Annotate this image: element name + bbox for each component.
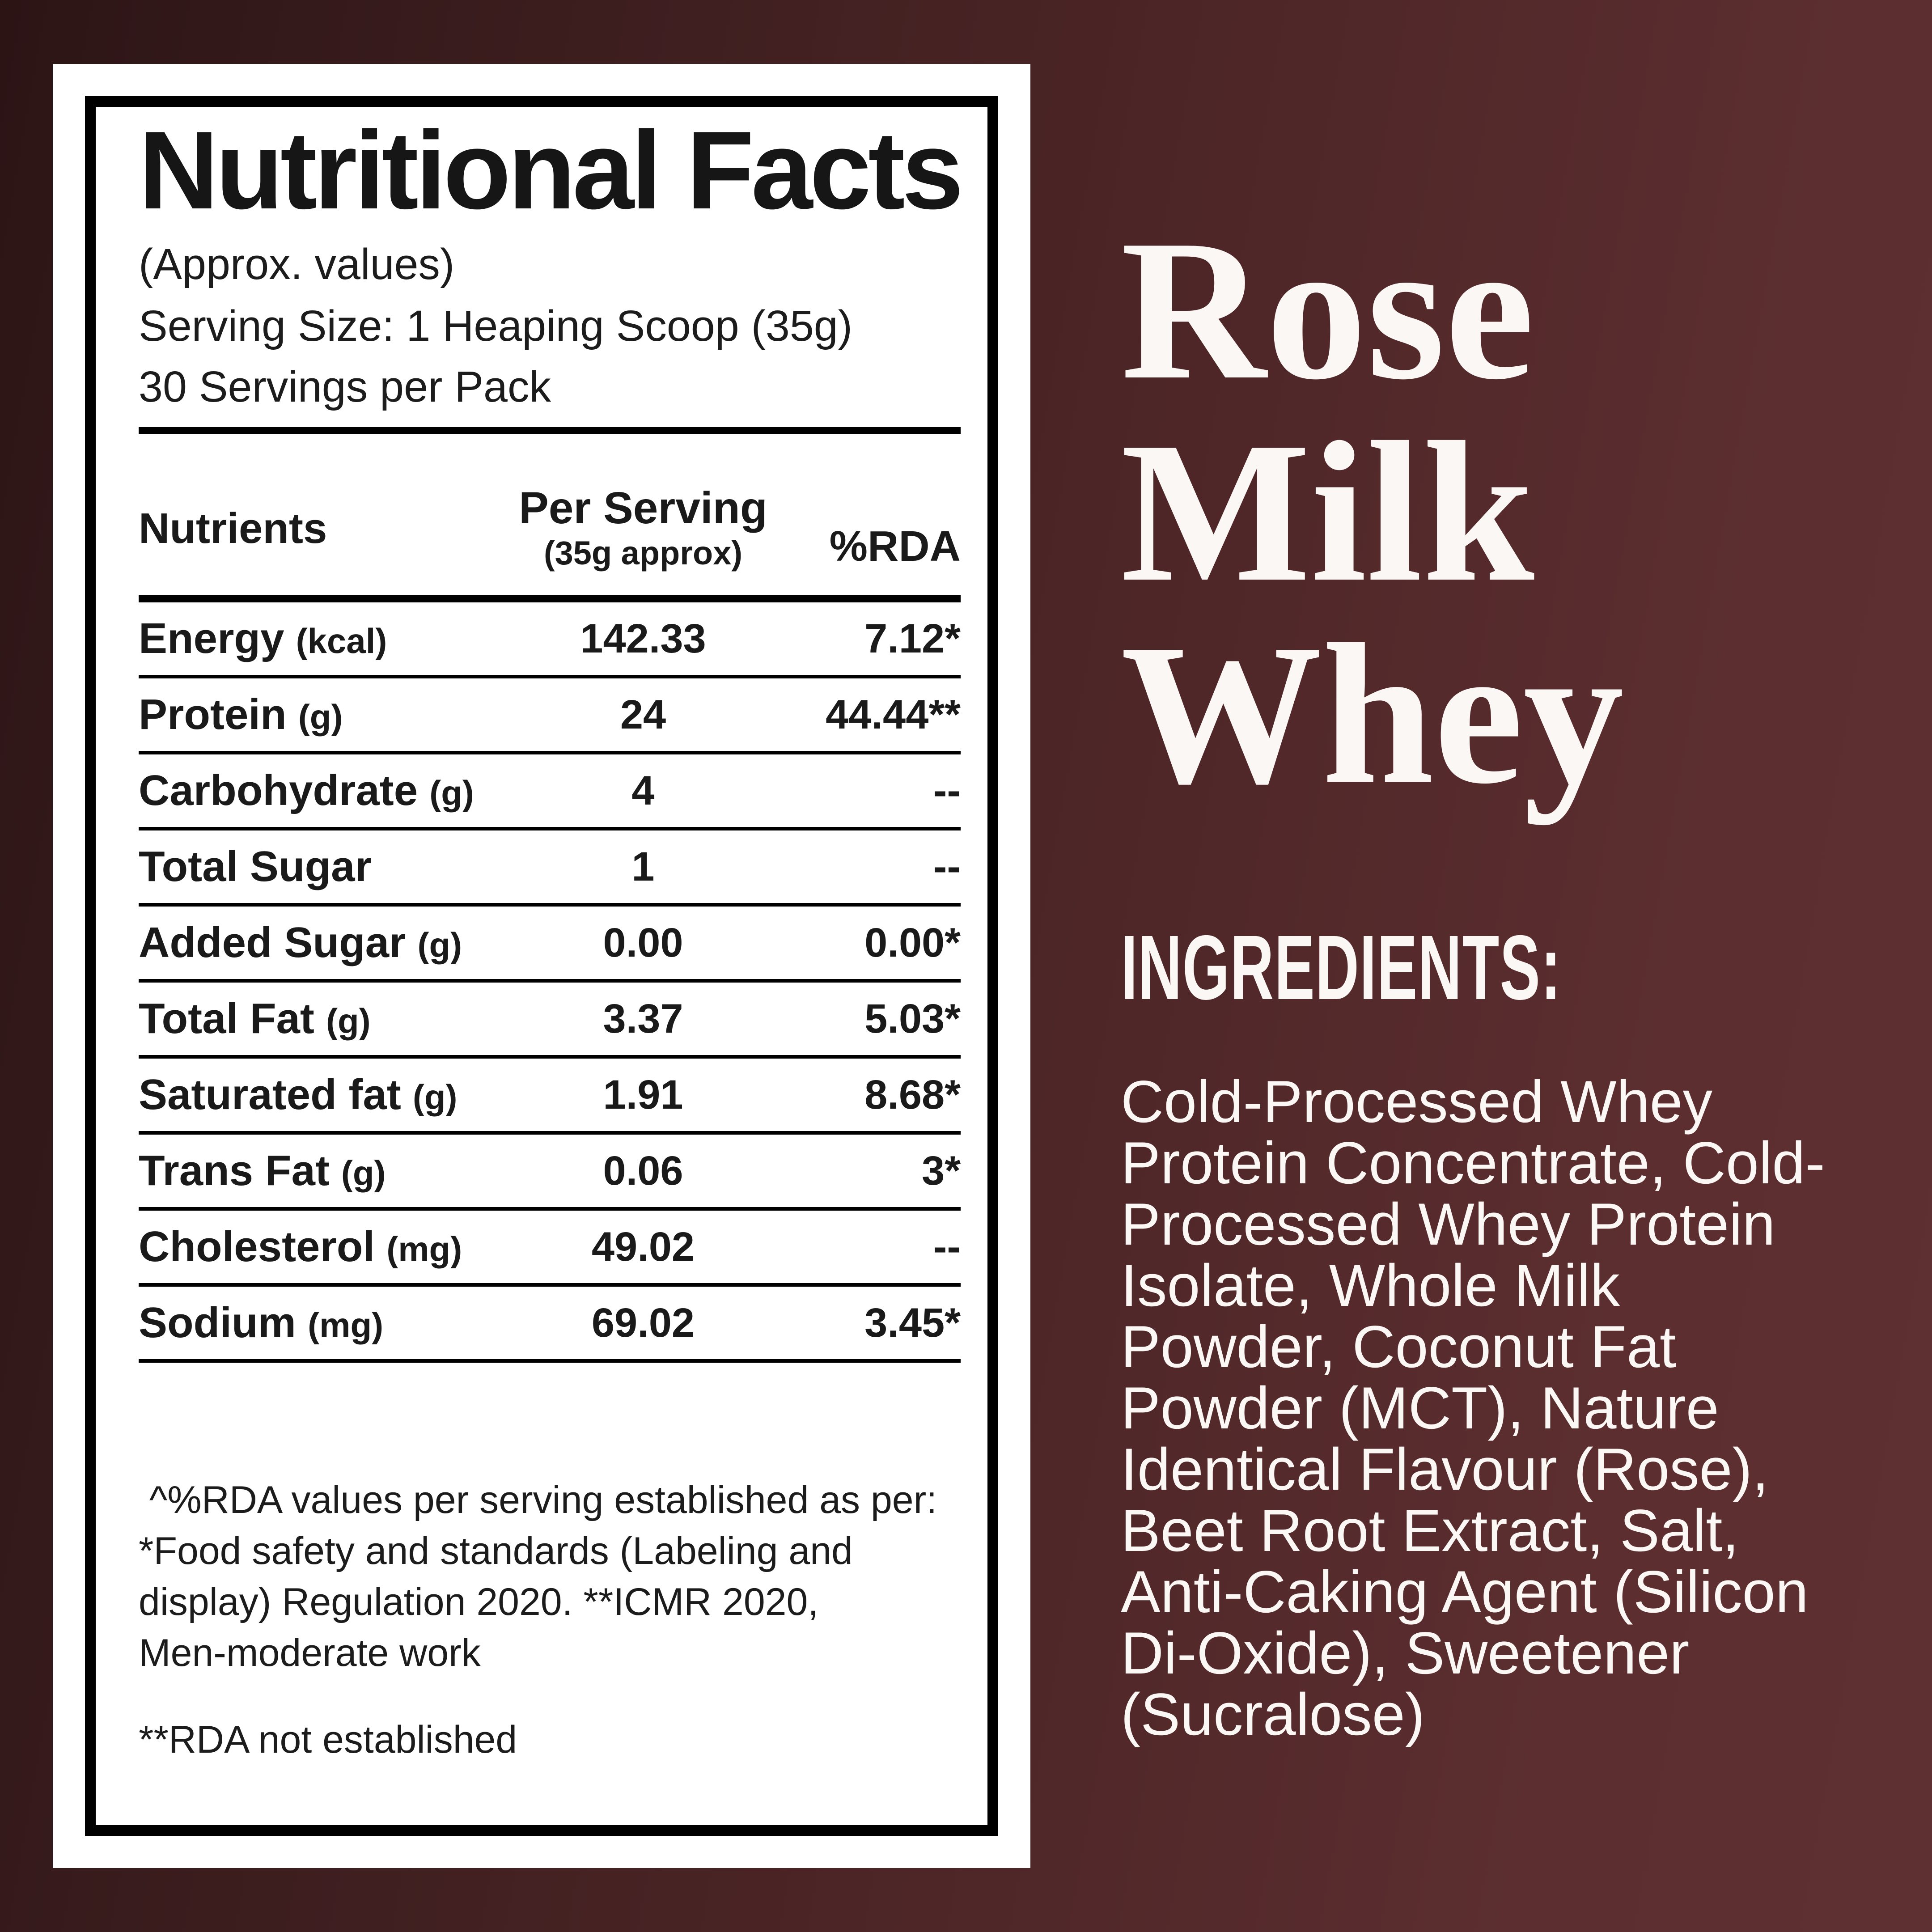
table-header-row: Nutrients Per Serving (35g approx) %RDA <box>139 473 961 585</box>
row-nutrient-label: Trans Fat (g) <box>139 1147 386 1195</box>
table-row: Total Sugar 1 -- <box>139 830 961 907</box>
table-row: Cholesterol (mg) 49.02 -- <box>139 1211 961 1287</box>
divider-top <box>139 427 961 434</box>
table-row: Sodium (mg) 69.02 3.45* <box>139 1287 961 1363</box>
row-nutrient-label: Energy (kcal) <box>139 614 387 662</box>
row-per-serving-value: 142.33 <box>580 615 706 661</box>
row-nutrient-label: Total Fat (g) <box>139 995 371 1042</box>
divider-header <box>139 595 961 602</box>
serving-size-text: Serving Size: 1 Heaping Scoop (35g) <box>139 301 853 350</box>
row-nutrient-label: Total Sugar <box>139 843 372 890</box>
row-rda-value: 7.12* <box>864 615 961 661</box>
table-row: Total Fat (g) 3.37 5.03* <box>139 983 961 1059</box>
table-row: Protein (g) 24 44.44** <box>139 678 961 754</box>
header-per-serving-sub: (35g approx) <box>543 534 743 572</box>
header-per-serving-main: Per Serving <box>519 483 767 533</box>
row-per-serving-value: 1.91 <box>603 1072 683 1118</box>
row-rda-value: -- <box>933 767 961 813</box>
nutrition-panel: Nutritional Facts (Approx. values) Servi… <box>53 64 1030 1868</box>
row-rda-value: 3.45* <box>864 1300 961 1346</box>
nutrition-content: Nutritional Facts (Approx. values) Servi… <box>139 107 964 1825</box>
row-rda-value: 44.44** <box>826 691 961 737</box>
row-per-serving-value: 24 <box>620 691 666 737</box>
nutrition-title: Nutritional Facts <box>139 108 964 232</box>
row-nutrient-label: Saturated fat (g) <box>139 1071 458 1119</box>
row-rda-value: 5.03* <box>864 996 961 1042</box>
header-per-serving: Per Serving (35g approx) <box>518 473 768 585</box>
row-per-serving-value: 1 <box>631 843 655 890</box>
row-nutrient-label: Cholesterol (mg) <box>139 1223 462 1271</box>
row-rda-value: 8.68* <box>864 1072 961 1118</box>
ingredients-heading: INGREDIENTS: <box>1121 916 1562 1019</box>
row-per-serving-value: 0.00 <box>603 919 683 966</box>
product-title: Rose Milk Whey <box>1121 199 1624 826</box>
header-rda: %RDA <box>829 522 961 570</box>
row-nutrient-label: Protein (g) <box>139 691 343 738</box>
table-row: Trans Fat (g) 0.06 3* <box>139 1135 961 1211</box>
table-row: Saturated fat (g) 1.91 8.68* <box>139 1059 961 1135</box>
row-rda-value: 3* <box>922 1148 961 1194</box>
row-per-serving-value: 4 <box>631 767 655 813</box>
row-per-serving-value: 49.02 <box>591 1224 695 1270</box>
approx-values-note: (Approx. values) <box>139 240 455 288</box>
row-per-serving-value: 3.37 <box>603 996 683 1042</box>
row-nutrient-label: Added Sugar (g) <box>139 919 462 966</box>
row-rda-value: 0.00* <box>864 919 961 966</box>
row-rda-value: -- <box>933 1224 961 1270</box>
table-row: Energy (kcal) 142.33 7.12* <box>139 602 961 678</box>
row-per-serving-value: 69.02 <box>591 1300 695 1346</box>
header-nutrients: Nutrients <box>139 504 327 552</box>
nutrition-rows: Energy (kcal) 142.33 7.12* Protein (g) 2… <box>139 602 961 1363</box>
footnote-rda: ^%RDA values per serving established as … <box>139 1479 937 1674</box>
row-nutrient-label: Carbohydrate (g) <box>139 767 474 814</box>
table-row: Carbohydrate (g) 4 -- <box>139 754 961 830</box>
footnote-rda-not-established: **RDA not established <box>139 1718 517 1761</box>
nutrition-frame: Nutritional Facts (Approx. values) Servi… <box>85 96 998 1836</box>
row-nutrient-label: Sodium (mg) <box>139 1299 384 1347</box>
ingredients-text: Cold-Processed Whey Protein Concentrate,… <box>1121 1069 1825 1748</box>
row-rda-value: -- <box>933 843 961 890</box>
row-per-serving-value: 0.06 <box>603 1148 683 1194</box>
table-row: Added Sugar (g) 0.00 0.00* <box>139 907 961 983</box>
servings-per-pack-text: 30 Servings per Pack <box>139 362 551 411</box>
